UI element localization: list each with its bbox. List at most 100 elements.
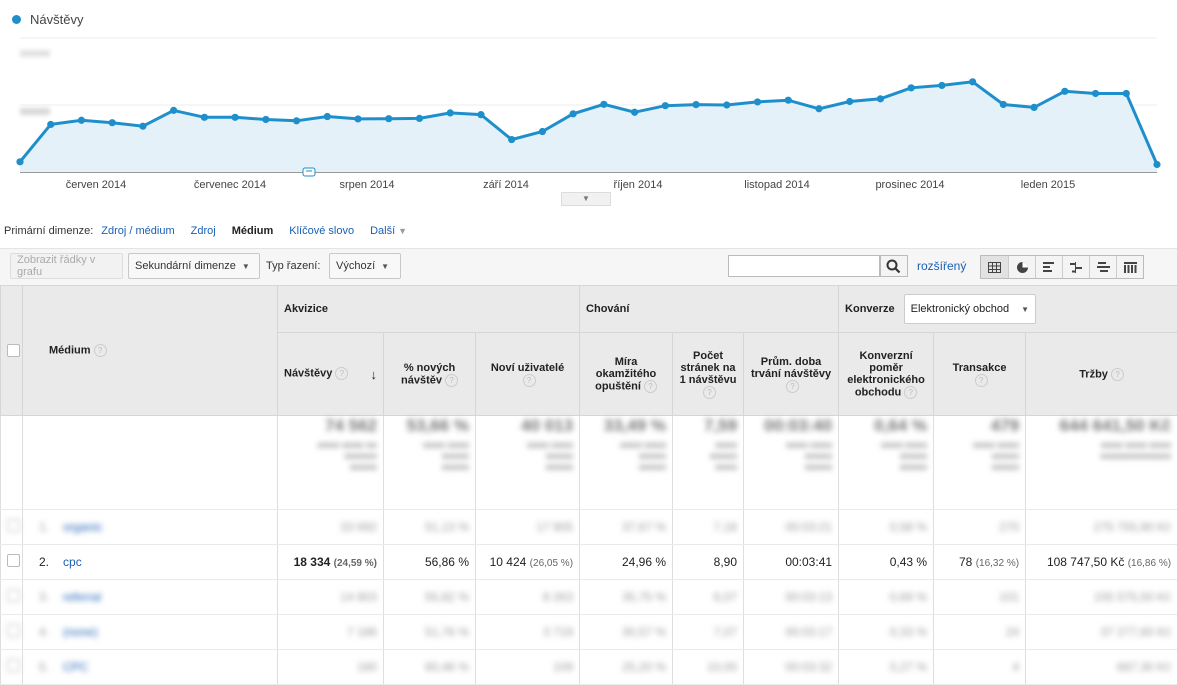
col-bounce-rate[interactable]: Míra okamžitého opuštění?	[580, 333, 673, 416]
medium-link[interactable]: (none)	[63, 625, 98, 639]
table-row[interactable]: 4.(none) 7 186 51,76 % 3 719 30,57 % 7,0…	[1, 615, 1177, 650]
data-point[interactable]	[385, 115, 392, 122]
search-button[interactable]	[880, 255, 908, 277]
data-point[interactable]	[938, 82, 945, 89]
data-point[interactable]	[47, 121, 54, 128]
help-icon[interactable]: ?	[94, 344, 107, 357]
medium-column-header[interactable]: Médium?	[23, 286, 278, 416]
advanced-filter-link[interactable]: rozšířený	[917, 259, 966, 273]
row-checkbox[interactable]	[7, 554, 20, 567]
medium-link[interactable]: CPC	[63, 660, 88, 674]
bar-view-icon[interactable]	[1035, 256, 1062, 278]
pivot-view-icon[interactable]	[1116, 256, 1143, 278]
data-point[interactable]	[969, 78, 976, 85]
data-point[interactable]	[1061, 88, 1068, 95]
data-point[interactable]	[447, 109, 454, 116]
medium-link[interactable]: cpc	[63, 555, 82, 569]
col-new-users[interactable]: Noví uživatelé?	[476, 333, 580, 416]
help-icon[interactable]: ?	[1111, 368, 1124, 381]
select-all-checkbox[interactable]	[7, 344, 20, 357]
table-view-icon[interactable]	[981, 256, 1008, 278]
data-point[interactable]	[16, 158, 23, 165]
chart-collapse-toggle[interactable]: ▼	[561, 192, 611, 206]
data-point[interactable]	[416, 115, 423, 122]
data-point[interactable]	[324, 113, 331, 120]
plot-rows-button[interactable]: Zobrazit řádky v grafu	[10, 253, 123, 279]
help-icon[interactable]: ?	[523, 374, 536, 387]
row-checkbox-cell[interactable]	[1, 650, 23, 685]
data-point[interactable]	[600, 101, 607, 108]
annotation-icon[interactable]	[303, 168, 315, 176]
data-point[interactable]	[570, 110, 577, 117]
data-point[interactable]	[815, 105, 822, 112]
data-point[interactable]	[293, 117, 300, 124]
help-icon[interactable]: ?	[335, 367, 348, 380]
data-point[interactable]	[201, 114, 208, 121]
data-point[interactable]	[1153, 161, 1160, 168]
data-point[interactable]	[692, 101, 699, 108]
data-point[interactable]	[139, 123, 146, 130]
data-point[interactable]	[170, 107, 177, 114]
table-row[interactable]: 2.cpc 18 334 (24,59 %) 56,86 % 10 424 (2…	[1, 545, 1177, 580]
cell-visits: 180	[278, 650, 384, 685]
help-icon[interactable]: ?	[975, 374, 988, 387]
pie-view-icon[interactable]	[1008, 256, 1035, 278]
row-checkbox-cell[interactable]	[1, 615, 23, 650]
data-point[interactable]	[539, 128, 546, 135]
data-point[interactable]	[1092, 90, 1099, 97]
data-point[interactable]	[232, 114, 239, 121]
data-point[interactable]	[477, 111, 484, 118]
col-revenue[interactable]: Tržby?	[1026, 333, 1177, 416]
sort-type-label: Typ řazení:	[266, 260, 320, 272]
table-row[interactable]: 1.organic 33 692 51,13 % 17 905 37,67 % …	[1, 510, 1177, 545]
table-search-input[interactable]	[728, 255, 880, 277]
data-point[interactable]	[877, 95, 884, 102]
data-point[interactable]	[662, 102, 669, 109]
help-icon[interactable]: ?	[786, 380, 799, 393]
data-point[interactable]	[908, 84, 915, 91]
help-icon[interactable]: ?	[445, 374, 458, 387]
data-point[interactable]	[754, 98, 761, 105]
medium-link[interactable]: organic	[63, 520, 102, 534]
data-point[interactable]	[78, 117, 85, 124]
row-checkbox-cell[interactable]	[1, 580, 23, 615]
term-cloud-view-icon[interactable]	[1089, 256, 1116, 278]
col-transactions[interactable]: Transakce?	[934, 333, 1026, 416]
dimension-keyword[interactable]: Klíčové slovo	[289, 225, 354, 237]
cell-new-pct: 51,13 %	[384, 510, 476, 545]
col-avg-duration[interactable]: Prům. doba trvání návštěvy?	[744, 333, 839, 416]
data-point[interactable]	[1030, 104, 1037, 111]
secondary-dimension-dropdown[interactable]: Sekundární dimenze▼	[128, 253, 260, 279]
dimension-more[interactable]: Další▼	[370, 225, 407, 237]
cell-new-users: 10 424 (26,05 %)	[476, 545, 580, 580]
row-checkbox-cell[interactable]	[1, 510, 23, 545]
data-point[interactable]	[1123, 90, 1130, 97]
comparison-view-icon[interactable]	[1062, 256, 1089, 278]
data-point[interactable]	[846, 98, 853, 105]
data-point[interactable]	[262, 116, 269, 123]
data-point[interactable]	[508, 136, 515, 143]
data-point[interactable]	[785, 97, 792, 104]
col-pages-per-visit[interactable]: Počet stránek na 1 návštěvu?	[673, 333, 744, 416]
conversion-type-dropdown[interactable]: Elektronický obchod▼	[904, 294, 1036, 324]
data-point[interactable]	[109, 119, 116, 126]
chart-legend[interactable]: Návštěvy	[12, 12, 83, 27]
data-point[interactable]	[631, 109, 638, 116]
table-row[interactable]: 3.referral 14 803 55,82 % 8 263 35,75 % …	[1, 580, 1177, 615]
help-icon[interactable]: ?	[644, 380, 657, 393]
data-point[interactable]	[1000, 101, 1007, 108]
dimension-source-medium[interactable]: Zdroj / médium	[101, 225, 174, 237]
sort-type-dropdown[interactable]: Výchozí▼	[329, 253, 401, 279]
col-ecommerce-conversion[interactable]: Konverzní poměr elektronického obchodu?	[839, 333, 934, 416]
medium-link[interactable]: referral	[63, 590, 101, 604]
table-row[interactable]: 5.CPC 180 60,46 % 109 25,20 % 10,00 00:0…	[1, 650, 1177, 685]
dimension-medium[interactable]: Médium	[232, 225, 274, 237]
dimension-source[interactable]: Zdroj	[191, 225, 216, 237]
col-visits[interactable]: Návštěvy?↓	[278, 333, 384, 416]
help-icon[interactable]: ?	[703, 386, 716, 399]
data-point[interactable]	[723, 101, 730, 108]
help-icon[interactable]: ?	[904, 386, 917, 399]
data-point[interactable]	[354, 115, 361, 122]
col-new-visits-pct[interactable]: % nových návštěv?	[384, 333, 476, 416]
